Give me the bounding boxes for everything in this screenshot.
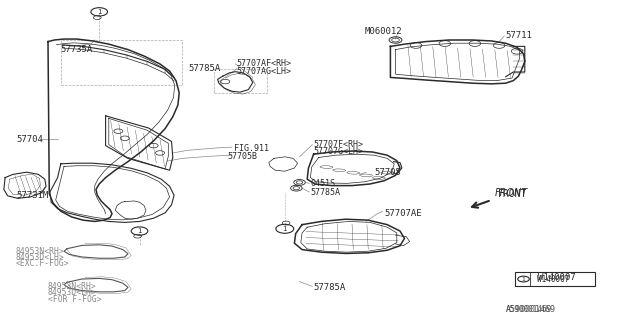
Text: FRONT: FRONT — [495, 188, 528, 198]
Text: 57707AF<RH>: 57707AF<RH> — [237, 60, 292, 68]
Text: 1: 1 — [97, 9, 102, 15]
Text: 57785A: 57785A — [314, 283, 346, 292]
Text: A590001469: A590001469 — [506, 305, 556, 314]
Text: W140007: W140007 — [538, 275, 570, 284]
Text: <FOR F-FOG>: <FOR F-FOG> — [48, 295, 102, 304]
Text: 57735A: 57735A — [61, 45, 93, 54]
Text: FIG.911: FIG.911 — [234, 144, 269, 153]
Text: 57705B: 57705B — [227, 152, 257, 161]
Text: FRONT: FRONT — [498, 188, 527, 199]
Text: M060012: M060012 — [365, 28, 403, 36]
Text: 84953N<RH>: 84953N<RH> — [16, 247, 65, 256]
Text: 57785A: 57785A — [189, 64, 221, 73]
Text: 57707G<LH>: 57707G<LH> — [314, 148, 364, 156]
Text: 57731M: 57731M — [16, 191, 48, 200]
Text: <EXC.F-FOG>: <EXC.F-FOG> — [16, 260, 70, 268]
Text: 57707F<RH>: 57707F<RH> — [314, 140, 364, 149]
Text: W140007: W140007 — [538, 273, 575, 282]
Text: 1: 1 — [282, 226, 287, 232]
Text: 57704: 57704 — [16, 135, 43, 144]
Text: 84953N<RH>: 84953N<RH> — [48, 282, 97, 291]
Bar — [61, 40, 182, 85]
Bar — [214, 69, 267, 93]
Text: 57705: 57705 — [374, 168, 401, 177]
Text: 84953D<LH>: 84953D<LH> — [16, 253, 65, 262]
Text: 1: 1 — [137, 228, 142, 234]
Text: 84953D<LH>: 84953D<LH> — [48, 288, 97, 297]
Text: 57707AE: 57707AE — [384, 209, 422, 218]
Text: 0451S: 0451S — [310, 180, 335, 188]
Text: 57707AG<LH>: 57707AG<LH> — [237, 68, 292, 76]
Text: A590001469: A590001469 — [506, 305, 552, 314]
Text: 1: 1 — [522, 276, 525, 282]
Text: 57711: 57711 — [506, 31, 532, 40]
Text: 57785A: 57785A — [310, 188, 340, 197]
